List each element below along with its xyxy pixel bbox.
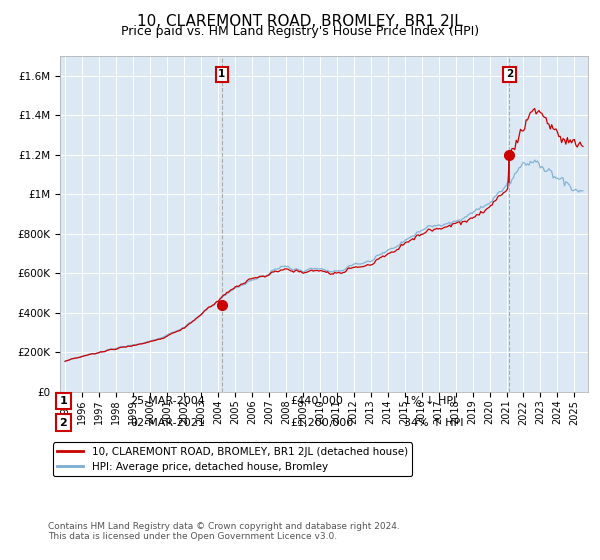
- Text: This data is licensed under the Open Government Licence v3.0.: This data is licensed under the Open Gov…: [48, 532, 337, 541]
- Text: 1: 1: [59, 396, 67, 406]
- Text: 34% ↑ HPI: 34% ↑ HPI: [404, 418, 464, 427]
- Text: Contains HM Land Registry data © Crown copyright and database right 2024.: Contains HM Land Registry data © Crown c…: [48, 522, 400, 531]
- Text: Price paid vs. HM Land Registry's House Price Index (HPI): Price paid vs. HM Land Registry's House …: [121, 25, 479, 38]
- Legend: 10, CLAREMONT ROAD, BROMLEY, BR1 2JL (detached house), HPI: Average price, detac: 10, CLAREMONT ROAD, BROMLEY, BR1 2JL (de…: [53, 442, 412, 476]
- Text: 2: 2: [506, 69, 513, 80]
- Text: 2: 2: [59, 418, 67, 427]
- Text: 1: 1: [218, 69, 226, 80]
- Text: 1% ↓ HPI: 1% ↓ HPI: [404, 396, 457, 406]
- Text: 10, CLAREMONT ROAD, BROMLEY, BR1 2JL: 10, CLAREMONT ROAD, BROMLEY, BR1 2JL: [137, 14, 463, 29]
- Text: 02-MAR-2021: 02-MAR-2021: [131, 418, 205, 427]
- Text: £1,200,000: £1,200,000: [290, 418, 354, 427]
- Text: £440,000: £440,000: [290, 396, 343, 406]
- Text: 25-MAR-2004: 25-MAR-2004: [131, 396, 205, 406]
